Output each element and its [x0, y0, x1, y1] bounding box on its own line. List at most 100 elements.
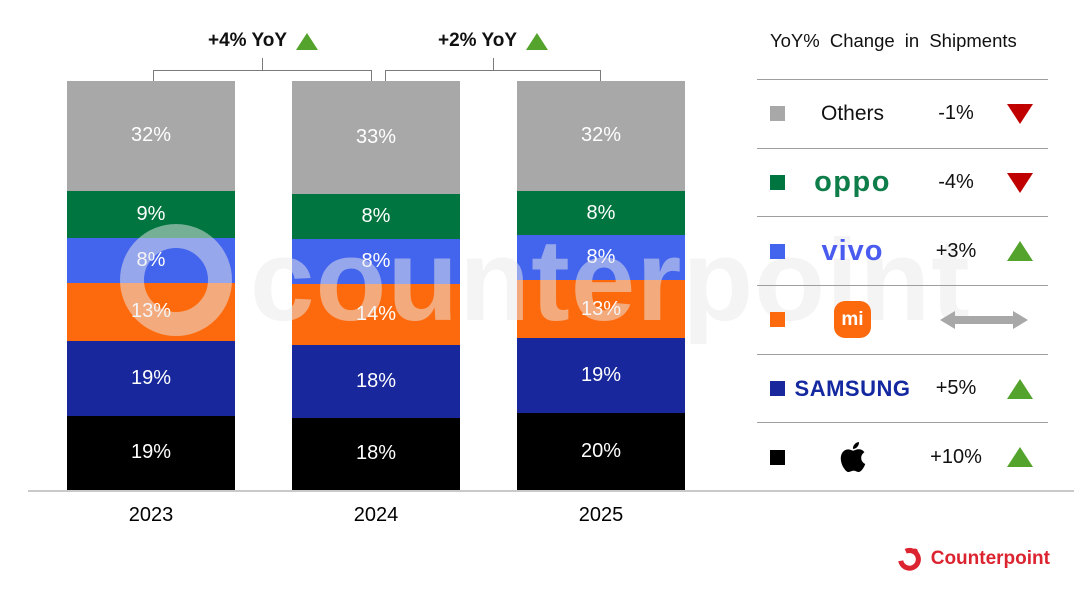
- yoy-value-oppo: -4%: [938, 171, 974, 193]
- trend-down-oppo: [992, 172, 1048, 193]
- legend-rows: Others -1% oppo -4% vivo +3% mi SAMSUNG +5% +10%: [757, 79, 1048, 491]
- down-triangle-icon: [1007, 103, 1033, 124]
- bar-segment-xiaomi-2025: 13%: [517, 280, 685, 339]
- stacked-bar-2024: 33% 8% 8% 14% 18% 18%: [292, 81, 460, 490]
- brand-logo-vivo: vivo: [785, 235, 920, 268]
- legend-title: YoY% Change in Shipments: [770, 30, 1017, 51]
- up-triangle-icon: [526, 32, 549, 50]
- up-triangle-icon: [1007, 378, 1033, 399]
- bar-segment-samsung-2023: 19%: [67, 341, 235, 416]
- segment-value-label: 13%: [580, 297, 622, 320]
- legend-swatch-xiaomi: [770, 312, 785, 328]
- legend-swatch-others: [770, 106, 785, 122]
- bar-segment-others-2023: 32%: [67, 81, 235, 191]
- stacked-bar-2023: 32% 9% 8% 13% 19% 19%: [67, 81, 235, 490]
- segment-value-label: 8%: [586, 201, 616, 224]
- legend-swatch-vivo: [770, 243, 785, 259]
- trend-flat-xiaomi: [920, 309, 1048, 331]
- bracket-2023-2024: [153, 70, 372, 71]
- yoy-annotation-label: +2% YoY: [437, 30, 518, 51]
- segment-value-label: 18%: [355, 442, 397, 465]
- xiaomi-mi-logo-icon: mi: [834, 301, 871, 339]
- segment-value-label: 8%: [136, 248, 166, 271]
- segment-value-label: 13%: [130, 300, 172, 323]
- brand-logo-apple: [785, 440, 920, 474]
- legend-row-samsung: SAMSUNG +5%: [757, 353, 1048, 423]
- bar-segment-oppo-2025: 8%: [517, 190, 685, 236]
- brand-label-samsung: SAMSUNG: [794, 375, 911, 401]
- x-axis-baseline: [28, 490, 1074, 492]
- apple-logo-icon: [840, 442, 865, 473]
- brand-logo-others: Others: [785, 102, 920, 126]
- brand-label-oppo: oppo: [814, 166, 891, 198]
- legend-panel: YoY% Change in Shipments Others -1% oppo -4…: [757, 30, 1048, 473]
- yoy-value-apple: +10%: [930, 445, 982, 468]
- brand-logo-samsung: SAMSUNG: [785, 376, 920, 402]
- bar-segment-samsung-2024: 18%: [292, 345, 460, 418]
- bar-segment-samsung-2025: 19%: [517, 338, 685, 413]
- segment-value-label: 18%: [355, 370, 397, 393]
- legend-swatch-samsung: [770, 381, 785, 397]
- bracket-tick: [385, 70, 386, 81]
- bar-segment-xiaomi-2023: 13%: [67, 282, 235, 342]
- yoy-annotation-2025: +2% YoY: [437, 30, 549, 52]
- flat-arrow-icon: [940, 310, 1028, 329]
- bar-segment-others-2025: 32%: [517, 81, 685, 191]
- segment-value-label: 8%: [586, 246, 616, 269]
- bracket-stem: [493, 58, 494, 70]
- bracket-2024-2025: [385, 70, 601, 71]
- trend-down-others: [992, 103, 1048, 124]
- segment-value-label: 33%: [355, 126, 397, 149]
- yoy-value-vivo: +3%: [935, 239, 977, 262]
- counterpoint-logo: Counterpoint: [896, 545, 1050, 572]
- segment-value-label: 8%: [361, 205, 391, 228]
- segment-value-label: 8%: [361, 250, 391, 273]
- legend-swatch-oppo: [770, 175, 785, 190]
- up-triangle-icon: [1007, 241, 1033, 262]
- yoy-value-others: -1%: [938, 102, 974, 125]
- bar-segment-oppo-2024: 8%: [292, 194, 460, 240]
- x-axis-label-2025: 2025: [578, 504, 624, 526]
- segment-value-label: 9%: [136, 202, 166, 225]
- segment-value-label: 32%: [580, 124, 622, 147]
- bar-segment-apple-2025: 20%: [517, 412, 685, 491]
- bracket-stem: [262, 58, 263, 70]
- counterpoint-logo-icon: [897, 547, 921, 571]
- brand-label-vivo: vivo: [821, 234, 884, 267]
- brand-label-others: Others: [820, 101, 885, 125]
- bracket-tick: [371, 70, 372, 81]
- trend-up-apple: [992, 447, 1048, 468]
- yoy-value-samsung: +5%: [935, 377, 977, 400]
- bar-segment-apple-2024: 18%: [292, 417, 460, 490]
- segment-value-label: 20%: [580, 439, 622, 462]
- counterpoint-logo-text: Counterpoint: [930, 547, 1050, 569]
- legend-row-xiaomi: mi: [757, 285, 1048, 354]
- brand-logo-xiaomi: mi: [785, 301, 920, 339]
- legend-swatch-apple: [770, 449, 785, 465]
- down-triangle-icon: [1007, 172, 1033, 193]
- yoy-annotation-label: +4% YoY: [207, 30, 288, 51]
- x-axis-label-2024: 2024: [353, 504, 399, 526]
- segment-value-label: 32%: [130, 124, 172, 147]
- up-triangle-icon: [296, 32, 319, 50]
- segment-value-label: 19%: [580, 364, 622, 387]
- bar-segment-vivo-2024: 8%: [292, 239, 460, 285]
- trend-up-vivo: [992, 241, 1048, 262]
- bar-segment-apple-2023: 19%: [67, 415, 235, 490]
- segment-value-label: 14%: [355, 303, 397, 326]
- legend-row-apple: +10%: [757, 422, 1048, 491]
- bracket-tick: [153, 70, 154, 81]
- up-triangle-icon: [1007, 447, 1033, 468]
- bar-segment-vivo-2025: 8%: [517, 235, 685, 281]
- segment-value-label: 19%: [130, 441, 172, 464]
- legend-row-oppo: oppo -4%: [757, 147, 1048, 217]
- bracket-tick: [600, 70, 601, 81]
- bar-segment-vivo-2023: 8%: [67, 238, 235, 283]
- yoy-annotation-2024: +4% YoY: [207, 30, 319, 52]
- brand-logo-oppo: oppo: [785, 166, 920, 199]
- bar-segment-others-2024: 33%: [292, 81, 460, 195]
- legend-row-vivo: vivo +3%: [757, 216, 1048, 285]
- bar-segment-xiaomi-2024: 14%: [292, 284, 460, 346]
- trend-up-samsung: [992, 378, 1048, 399]
